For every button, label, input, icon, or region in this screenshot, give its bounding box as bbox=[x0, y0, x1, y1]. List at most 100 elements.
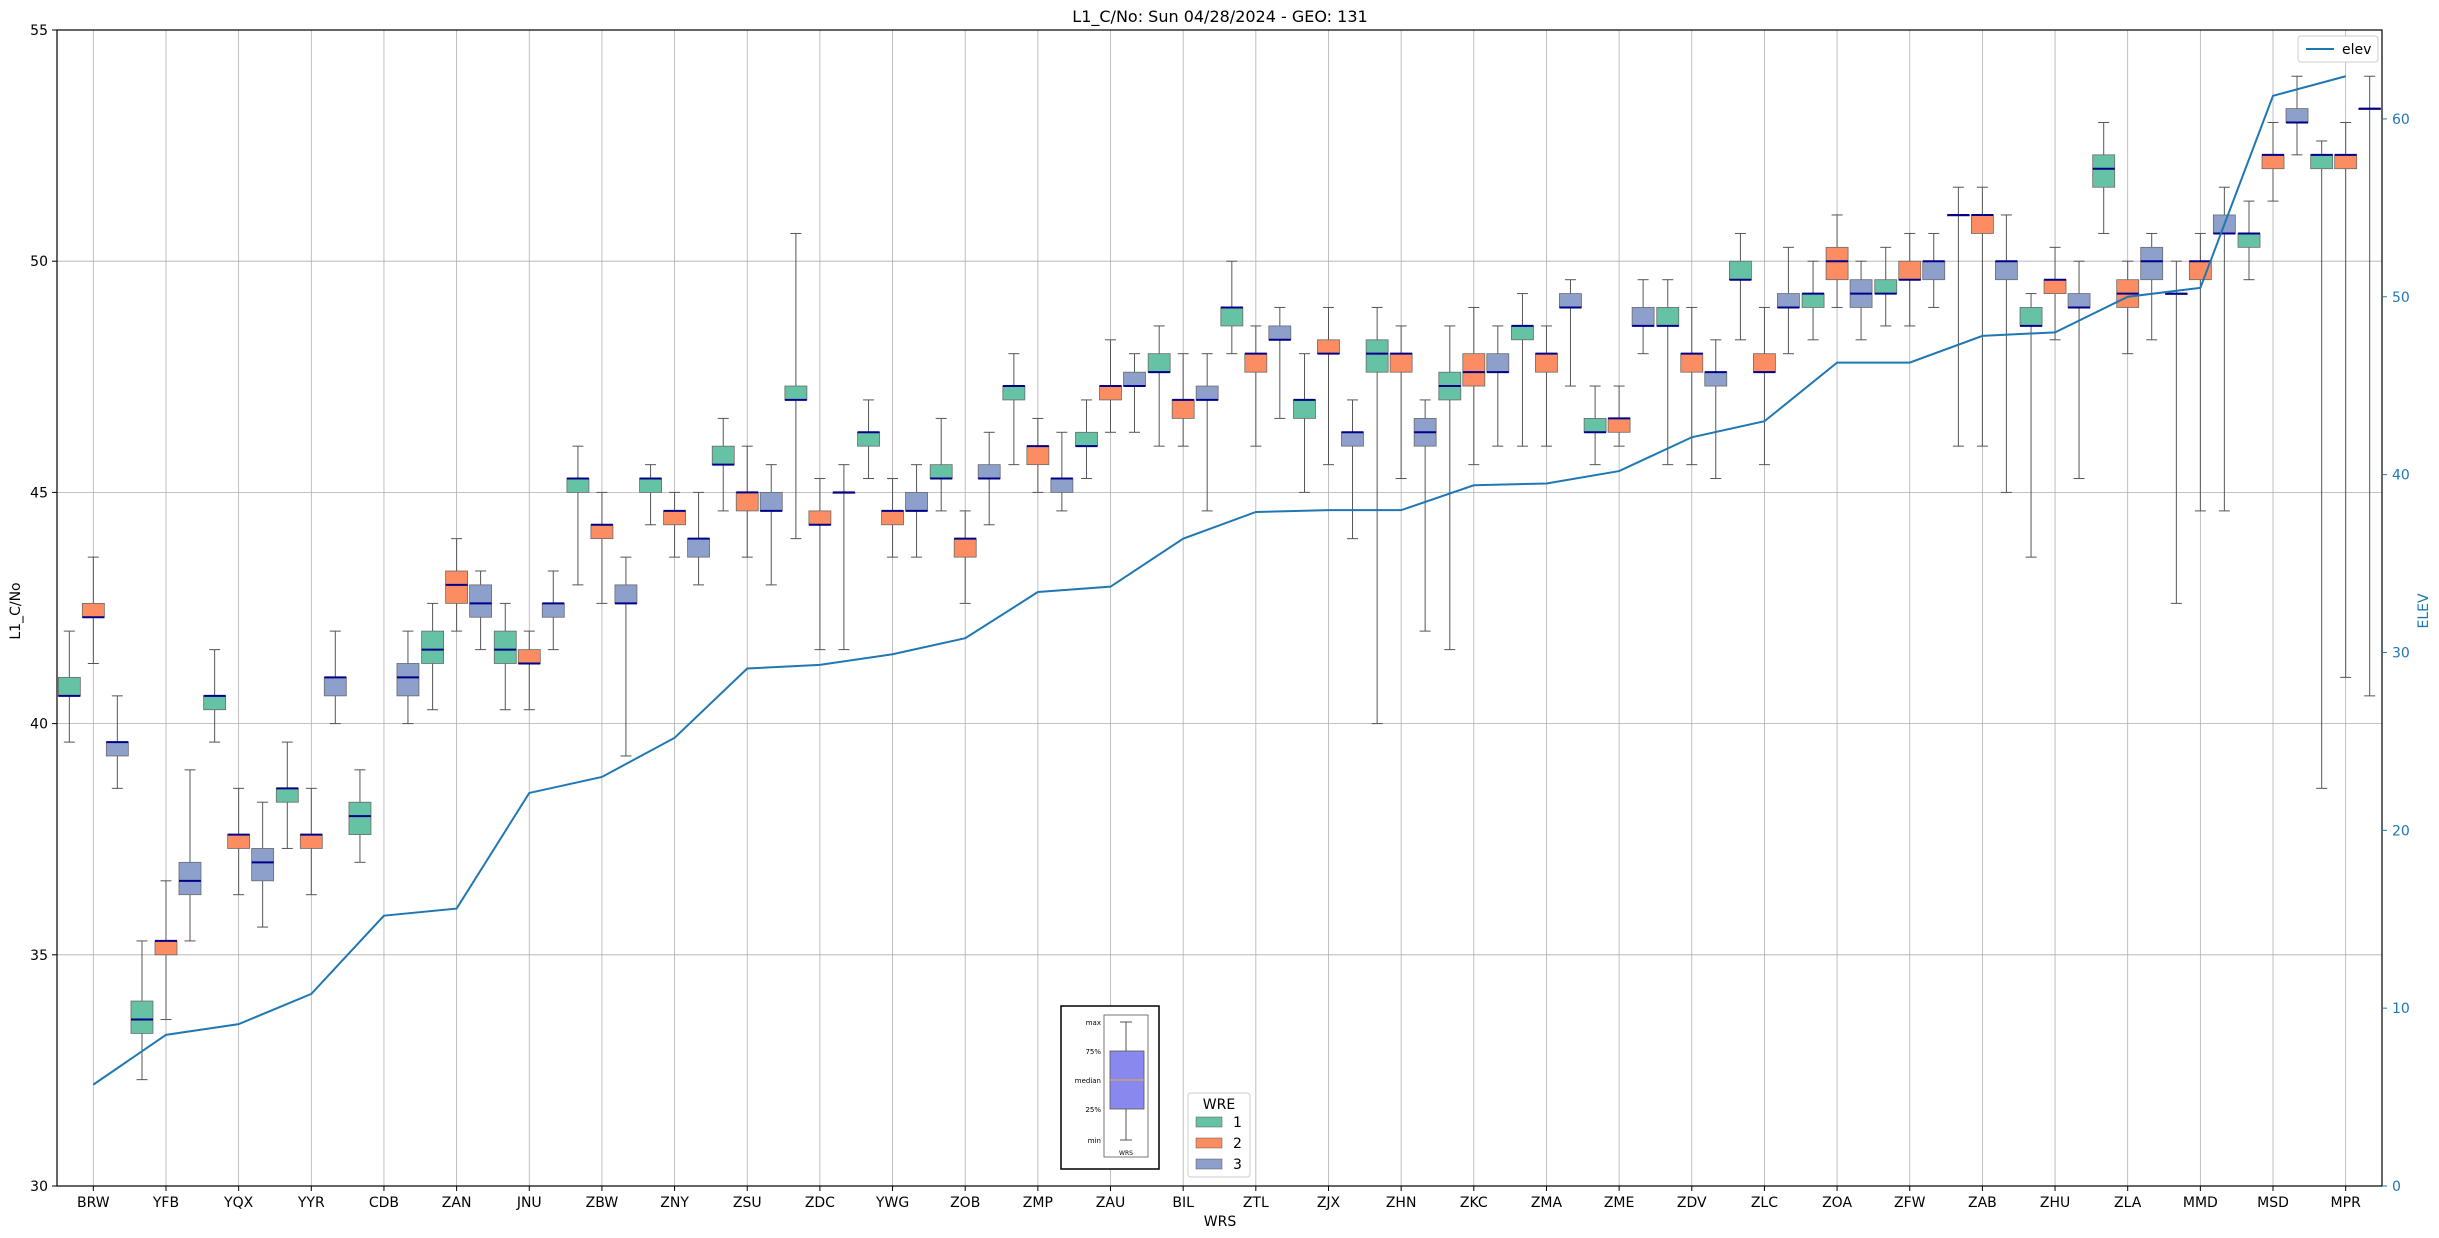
box-plot bbox=[2067, 260, 2091, 480]
wre-legend-label-2: 2 bbox=[1233, 1136, 1242, 1152]
box bbox=[1825, 246, 1849, 281]
box bbox=[1729, 260, 1752, 281]
box bbox=[227, 834, 251, 849]
box-plot bbox=[1801, 260, 1825, 341]
box bbox=[1559, 293, 1582, 308]
elev-legend-label: elev bbox=[2342, 42, 2371, 58]
axes: BRW YFB YQX YYR CDB ZAN JNU ZBW ZNY ZSU ZDC YWG ZOB Z… bbox=[30, 23, 2410, 1211]
box bbox=[1244, 353, 1268, 373]
wre-legend-swatch-1 bbox=[1195, 1116, 1223, 1128]
x-tick-label: ZNY bbox=[660, 1195, 689, 1211]
box bbox=[2043, 279, 2067, 294]
box bbox=[178, 861, 202, 896]
box-plot bbox=[1486, 325, 1510, 447]
key-label-median: median bbox=[1075, 1077, 1101, 1085]
elev-series-line bbox=[92, 75, 2346, 1086]
elevation-line bbox=[92, 75, 2346, 1086]
box bbox=[1293, 399, 1316, 419]
box bbox=[1777, 293, 1800, 308]
x-tick-label: YFB bbox=[152, 1195, 179, 1211]
box-plot bbox=[81, 556, 105, 664]
x-tick-label: ZBW bbox=[586, 1195, 619, 1211]
box bbox=[1317, 339, 1340, 355]
box-plot bbox=[421, 602, 445, 711]
box bbox=[808, 510, 832, 526]
y2-tick-label: 20 bbox=[2392, 823, 2410, 839]
box-plot bbox=[396, 630, 420, 725]
box-plot bbox=[2358, 75, 2382, 697]
box bbox=[614, 584, 638, 604]
x-tick-label: ZTL bbox=[1243, 1195, 1269, 1211]
box-plot bbox=[687, 491, 710, 586]
box-plot bbox=[1317, 306, 1340, 466]
box bbox=[1898, 260, 1922, 281]
box bbox=[1970, 214, 1994, 234]
box bbox=[1462, 353, 1486, 387]
x-tick-label: ZHU bbox=[2040, 1195, 2070, 1211]
box bbox=[1002, 385, 1026, 401]
x-tick-label: BRW bbox=[77, 1195, 110, 1211]
box-plot bbox=[1341, 399, 1364, 540]
box bbox=[1680, 353, 1704, 373]
x-tick-label: ZDC bbox=[805, 1195, 835, 1211]
box-plot bbox=[1244, 325, 1268, 447]
x-tick-label: ZMA bbox=[1531, 1195, 1563, 1211]
box-plot bbox=[808, 478, 832, 651]
box bbox=[2334, 154, 2358, 170]
box-plots bbox=[57, 75, 2382, 1081]
x-tick-label: YQX bbox=[223, 1195, 254, 1211]
wre-legend-label-1: 1 bbox=[1233, 1115, 1242, 1131]
box bbox=[977, 464, 1001, 479]
box bbox=[1607, 418, 1631, 433]
x-tick-label: ZDV bbox=[1677, 1195, 1707, 1211]
box-plot bbox=[614, 556, 638, 757]
box-plot bbox=[541, 570, 565, 651]
box-plot bbox=[832, 464, 856, 651]
box bbox=[2092, 154, 2116, 188]
x-tick-label: ZLA bbox=[2114, 1195, 2142, 1211]
box bbox=[1341, 431, 1364, 447]
box bbox=[1535, 353, 1558, 373]
box-plot bbox=[445, 538, 469, 632]
x-tick-label: ZHN bbox=[1386, 1195, 1417, 1211]
box-plot bbox=[1075, 399, 1098, 480]
box-plot bbox=[590, 491, 614, 604]
box bbox=[663, 510, 686, 526]
box-plot bbox=[1777, 246, 1800, 355]
box-plot bbox=[977, 431, 1001, 526]
wre-legend-swatch-2 bbox=[1195, 1137, 1223, 1149]
chart-title: L1_C/No: Sun 04/28/2024 - GEO: 131 bbox=[1072, 7, 1367, 27]
box bbox=[953, 538, 977, 558]
box bbox=[1704, 371, 1728, 387]
box-plot bbox=[1994, 214, 2018, 493]
y-tick-label: 55 bbox=[30, 23, 48, 39]
y2-tick-label: 40 bbox=[2392, 468, 2410, 484]
y-tick-label: 35 bbox=[30, 948, 48, 964]
key-label-q1: 25% bbox=[1085, 1106, 1101, 1114]
box-plot bbox=[57, 630, 81, 743]
box bbox=[881, 510, 904, 526]
box bbox=[493, 630, 517, 664]
box-plot bbox=[881, 478, 904, 558]
box-plot bbox=[2019, 293, 2043, 558]
y-tick-label: 50 bbox=[30, 254, 48, 270]
box-plot bbox=[203, 649, 227, 743]
box-plot bbox=[1729, 232, 1752, 341]
y-tick-label: 30 bbox=[30, 1179, 48, 1195]
box-plot bbox=[1050, 431, 1074, 512]
plot-frame bbox=[56, 29, 2383, 1187]
box-plot bbox=[517, 630, 541, 711]
x-tick-label: CDB bbox=[369, 1195, 399, 1211]
x-tick-label: ZME bbox=[1604, 1195, 1635, 1211]
x-axis-label: WRS bbox=[1204, 1214, 1237, 1230]
box-plot bbox=[1171, 353, 1195, 447]
box bbox=[517, 649, 541, 664]
box-plot bbox=[1704, 339, 1728, 480]
x-tick-label: MMD bbox=[2183, 1195, 2218, 1211]
box bbox=[396, 663, 420, 697]
box bbox=[1195, 385, 1219, 401]
box-plot bbox=[1535, 325, 1558, 447]
box-plot bbox=[1002, 353, 1026, 466]
box-plot bbox=[1970, 186, 1994, 447]
box-plot bbox=[784, 232, 808, 540]
